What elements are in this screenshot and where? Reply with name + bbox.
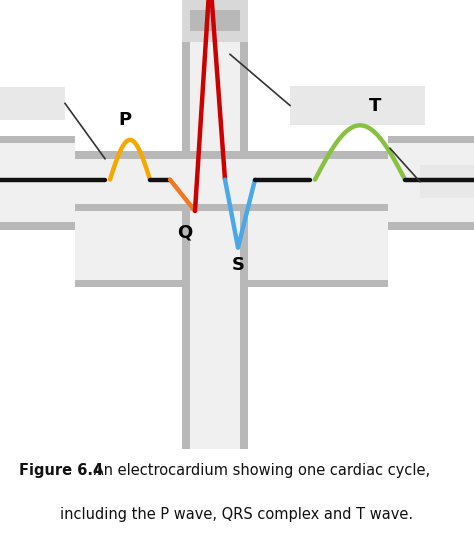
Bar [190, 287, 240, 360]
Bar [290, 85, 425, 126]
Text: Q: Q [177, 223, 192, 241]
Text: T: T [369, 97, 381, 115]
Bar [0, 136, 75, 143]
Bar [388, 222, 474, 230]
Bar [0, 151, 474, 211]
Bar [75, 211, 182, 287]
Bar [0, 151, 474, 159]
Text: P: P [118, 111, 132, 129]
Bar [182, 287, 248, 360]
Bar [248, 211, 388, 287]
Text: including the P wave, QRS complex and T wave.: including the P wave, QRS complex and T … [61, 507, 413, 522]
Bar [420, 165, 474, 199]
Bar [388, 136, 474, 230]
Bar [388, 136, 474, 143]
Bar [190, 10, 240, 31]
Text: S: S [231, 256, 245, 274]
Bar [0, 136, 75, 230]
Bar [388, 143, 474, 222]
Bar [75, 280, 182, 287]
Bar [190, 0, 240, 449]
Bar [240, 0, 248, 449]
Bar [248, 211, 388, 280]
Bar [182, 0, 190, 449]
Text: An electrocardium showing one cardiac cycle,: An electrocardium showing one cardiac cy… [89, 463, 430, 478]
Text: Figure 6.4: Figure 6.4 [19, 463, 103, 478]
Bar [182, 287, 190, 360]
Bar [0, 143, 75, 222]
Bar [248, 280, 388, 287]
Bar [182, 0, 248, 42]
Bar [0, 222, 75, 230]
Bar [0, 159, 474, 203]
Bar [240, 287, 248, 360]
Bar [75, 211, 182, 280]
Bar [0, 203, 474, 211]
Bar [182, 0, 248, 449]
Bar [0, 87, 65, 120]
